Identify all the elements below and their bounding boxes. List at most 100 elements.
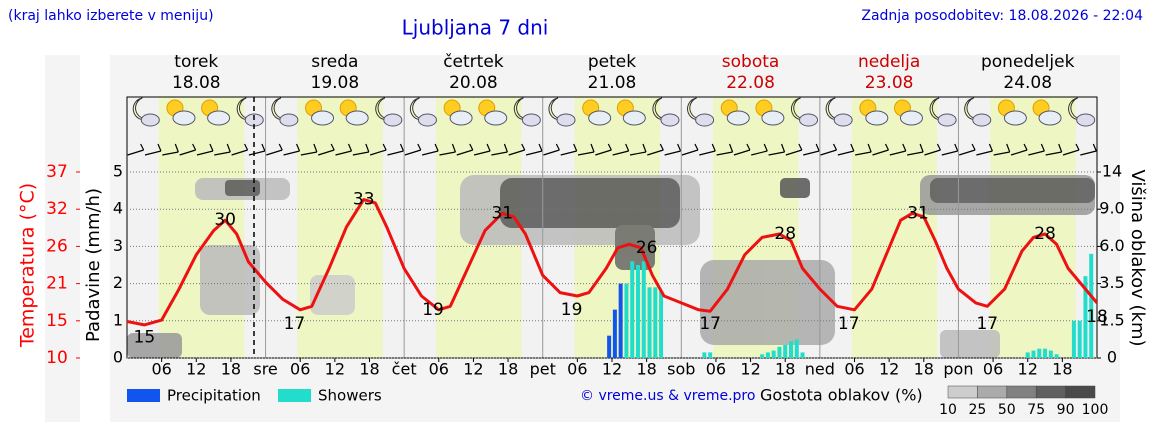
wind-barb — [780, 143, 786, 153]
wind-barb — [451, 143, 457, 153]
temp-label: 17 — [838, 314, 860, 334]
wind-barb — [607, 143, 612, 151]
density-tick-label: 75 — [1027, 402, 1045, 418]
temp-tick-label: 15 — [46, 311, 68, 331]
y-tick-label: 4 — [113, 199, 123, 218]
y2-axis-label: Višina oblakov (km) — [1127, 169, 1148, 346]
wind-barb — [815, 143, 820, 152]
temp-tick-label: 21 — [46, 274, 68, 294]
cloud-patch — [225, 180, 260, 196]
wind-barb — [179, 149, 196, 156]
wind-barb — [837, 150, 854, 156]
wind-barb — [884, 143, 890, 151]
credit: © vreme.us & vreme.pro — [580, 388, 755, 404]
chart-title: Ljubljana 7 dni — [402, 16, 549, 40]
hour-tick-label: 18 — [221, 360, 241, 379]
precip-bar — [1071, 320, 1076, 358]
y2-tick-label: 0 — [1107, 348, 1117, 367]
day-date: 18.08 — [172, 73, 221, 93]
wind-barb — [1058, 143, 1063, 153]
precip-bar — [708, 352, 713, 358]
wind-barb — [1023, 143, 1028, 151]
hour-tick-label: 18 — [775, 360, 795, 379]
wind-barb — [278, 143, 283, 151]
precip-bar — [1037, 348, 1042, 358]
hour-tick-label: 12 — [602, 360, 622, 379]
temp-label: 17 — [699, 314, 721, 334]
wind-barb — [555, 143, 560, 151]
wind-barb — [971, 143, 976, 151]
legend-label: Precipitation — [167, 387, 261, 405]
cloud-patch — [930, 178, 1095, 203]
wind-barb — [508, 149, 525, 156]
density-swatch — [947, 385, 978, 399]
wind-barb — [577, 151, 595, 156]
y2-tick-label: 6.0 — [1099, 236, 1124, 255]
cloud-icon — [484, 110, 508, 126]
wind-barb — [456, 149, 473, 156]
wind-barb — [491, 151, 508, 156]
temp-tick-label: 10 — [46, 348, 68, 368]
wind-barb — [503, 143, 508, 153]
cloud-icon — [207, 110, 231, 126]
wind-barb — [162, 151, 179, 156]
cloud-icon — [521, 113, 541, 127]
cloud-icon — [1003, 110, 1027, 126]
day-name: torek — [174, 52, 218, 72]
temp-label: 26 — [636, 238, 658, 258]
wind-barb — [625, 143, 630, 152]
day-name: petek — [588, 52, 636, 72]
wind-barb — [157, 143, 162, 152]
wind-barb — [751, 150, 768, 156]
hour-tick-label: 12 — [186, 360, 206, 379]
wind-barb — [867, 143, 872, 153]
wind-barb — [486, 143, 491, 152]
temp-label: 31 — [907, 203, 929, 223]
wind-barb — [785, 149, 803, 156]
hour-tick-label: 06 — [706, 360, 726, 379]
day-abbr: sob — [667, 360, 695, 379]
wind-barb — [855, 151, 872, 156]
precip-bar — [1031, 350, 1036, 358]
wind-barb — [1092, 143, 1097, 152]
wind-barb — [716, 151, 733, 156]
precip-bar — [702, 352, 707, 358]
precip-bar — [647, 287, 652, 358]
wind-barb — [850, 143, 855, 152]
wind-barb — [729, 143, 734, 153]
temp-axis-panel — [45, 55, 80, 422]
temp-axis-label: Temperatura (°C) — [17, 183, 39, 348]
y-tick-label: 2 — [113, 273, 123, 292]
y2-tick-label: 1.5 — [1099, 310, 1124, 329]
wind-barb — [936, 143, 941, 151]
cloud-icon — [622, 110, 646, 126]
day-abbr: pet — [530, 360, 556, 379]
cloud-icon — [588, 110, 612, 126]
hour-tick-label: 12 — [879, 360, 899, 379]
day-name: četrtek — [443, 52, 504, 72]
day-date: 19.08 — [311, 73, 360, 93]
y-tick-label: 0 — [113, 348, 123, 367]
hour-tick-label: 06 — [290, 360, 310, 379]
wind-barb — [196, 150, 214, 156]
wind-barb — [902, 143, 907, 152]
wind-barb — [399, 143, 405, 152]
wind-barb — [404, 149, 421, 156]
wind-barb — [318, 149, 335, 156]
precip-bar — [771, 350, 776, 358]
temp-label: 19 — [422, 300, 444, 320]
wind-barb — [192, 143, 197, 151]
wind-barb — [473, 150, 491, 156]
density-tick-label: 100 — [1082, 402, 1109, 418]
wind-barb — [1062, 149, 1080, 156]
wind-barb — [993, 151, 1010, 156]
precip-bar — [1083, 276, 1088, 358]
plot: 15 30 17 33 19 31 19 26 17 28 17 31 17 28 18 — [126, 96, 1108, 362]
hour-tick-label: 12 — [463, 360, 483, 379]
wind-barb — [958, 149, 976, 156]
wind-barb — [1010, 149, 1028, 156]
precip-bar — [783, 344, 788, 358]
cloud-icon — [172, 110, 196, 126]
